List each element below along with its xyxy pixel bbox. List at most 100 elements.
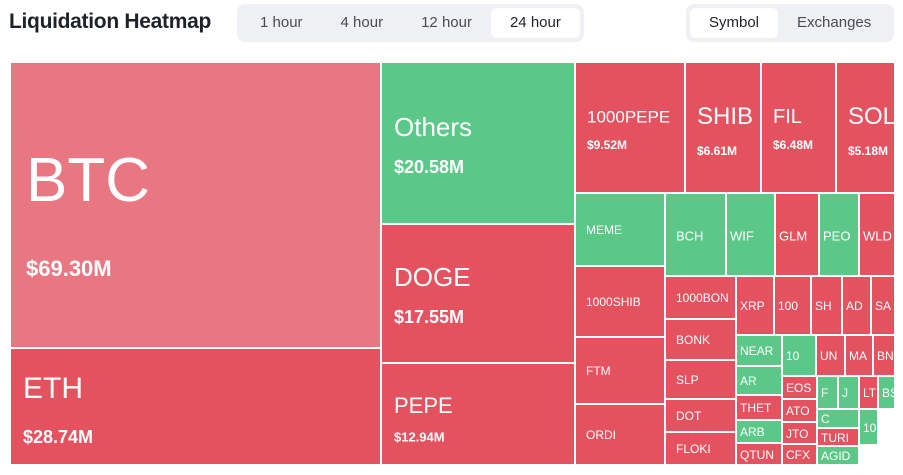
tile-label: NEAR <box>740 344 774 358</box>
treemap-tile[interactable]: FIL $6.48M <box>761 62 836 193</box>
view-tab[interactable]: Exchanges <box>797 14 872 31</box>
treemap-tile[interactable]: XRP <box>736 276 774 335</box>
treemap-tile[interactable]: PEO <box>819 193 859 276</box>
tile-label: 1000SHIB <box>586 295 641 309</box>
tile-label: ORDI <box>586 428 616 442</box>
treemap-tile[interactable]: BCH <box>665 193 726 276</box>
tile-label: BN <box>877 349 894 363</box>
treemap-tile[interactable]: SA <box>871 276 895 335</box>
tile-label: AGID <box>821 449 851 463</box>
timeframe-tab[interactable]: 4 hour <box>340 14 384 31</box>
tile-label: C <box>821 412 830 426</box>
treemap-tile[interactable]: SHIB $6.61M <box>685 62 761 193</box>
treemap-tile[interactable]: DOGE $17.55M <box>381 224 575 363</box>
treemap-tile[interactable]: 1000PEPE $9.52M <box>575 62 685 193</box>
treemap-tile[interactable]: SLP <box>665 360 736 399</box>
tile-label: UN <box>820 349 838 363</box>
tile-label: FIL <box>773 106 802 128</box>
tile-value: $5.18M <box>848 144 889 158</box>
tile-label: FTM <box>586 364 611 378</box>
tile-label: PEO <box>823 228 851 244</box>
treemap-tile[interactable]: 1000 <box>859 409 878 445</box>
tile-label: BCH <box>676 228 704 244</box>
tile-label: TURI <box>821 431 849 445</box>
treemap-tile[interactable]: CFX <box>782 444 817 465</box>
treemap-tile[interactable]: SH <box>811 276 842 335</box>
timeframe-tab[interactable]: 1 hour <box>260 14 303 31</box>
tile-label: CFX <box>786 448 810 462</box>
timeframe-tab[interactable]: 12 hour <box>421 14 472 31</box>
treemap-tile[interactable]: SOL $5.18M <box>836 62 895 193</box>
treemap-tile[interactable]: 100 <box>774 276 811 335</box>
tile-value: $9.52M <box>587 138 628 152</box>
tile-label: FLOKI <box>676 442 711 456</box>
treemap-tile[interactable]: ATO <box>782 399 817 422</box>
treemap-tile[interactable]: BONK <box>665 319 736 360</box>
treemap-tile[interactable]: FLOKI <box>665 432 736 465</box>
treemap-tile[interactable]: NEAR <box>736 335 782 366</box>
treemap-tile[interactable]: LT <box>859 376 878 409</box>
tile-label: MA <box>849 349 867 363</box>
tile-label: AD <box>846 299 863 313</box>
treemap-tile[interactable]: MEME <box>575 193 665 266</box>
treemap-tile[interactable]: FTM <box>575 337 665 404</box>
treemap-tile[interactable]: AD <box>842 276 871 335</box>
treemap-tile[interactable]: BN <box>873 335 895 376</box>
tile-label: GLM <box>779 228 808 244</box>
tile-label: DOT <box>676 409 702 423</box>
page-title: Liquidation Heatmap <box>9 10 211 33</box>
treemap-tile[interactable]: MA <box>845 335 873 376</box>
treemap-tile[interactable]: ORDI <box>575 404 665 465</box>
tile-label: ARB <box>740 425 765 439</box>
treemap-tile[interactable]: AGID <box>817 446 859 465</box>
tile-value: $17.55M <box>394 307 465 327</box>
treemap-tile[interactable]: TURI <box>817 428 859 446</box>
treemap-tile[interactable]: PEPE $12.94M <box>381 363 575 465</box>
timeframe-tab[interactable]: 24 hour <box>490 8 580 38</box>
tile-label: 100 <box>778 299 799 313</box>
view-tab[interactable]: Symbol <box>690 8 779 38</box>
tile-label: F <box>821 386 829 400</box>
tile-label: LT <box>863 386 877 400</box>
tile-label: SHIB <box>697 103 754 130</box>
treemap-tile[interactable]: EOS <box>782 376 817 399</box>
treemap-tile[interactable]: BSV <box>878 376 895 409</box>
treemap-tile[interactable]: BTC $69.30M <box>10 62 381 348</box>
treemap-tile[interactable]: QTUN <box>736 443 782 465</box>
treemap-tile[interactable]: J <box>838 376 859 409</box>
tile-label: 1000PEPE <box>587 107 671 127</box>
treemap-tile[interactable]: 1000SHIB <box>575 266 665 337</box>
view-tabs: Symbol Exchanges <box>686 4 895 42</box>
tile-value: $6.48M <box>773 138 814 152</box>
tile-label: XRP <box>740 299 765 313</box>
treemap-tile[interactable]: WIF <box>726 193 775 276</box>
tile-label: 1000 <box>863 421 877 435</box>
treemap-tile[interactable]: UN <box>816 335 845 376</box>
treemap-tile[interactable]: C <box>817 409 859 428</box>
tile-label: BSV <box>882 386 894 400</box>
tile-label: EOS <box>786 381 812 395</box>
tile-label: 10 <box>786 349 800 363</box>
tile-label: JTO <box>786 427 809 441</box>
tile-label: SOL <box>848 103 895 130</box>
treemap-tile[interactable]: ETH $28.74M <box>10 348 381 465</box>
treemap-tile[interactable]: 1000BON <box>665 276 736 319</box>
treemap-tile[interactable]: WLD <box>859 193 895 276</box>
treemap-tile[interactable]: THET <box>736 395 782 420</box>
tile-label: SLP <box>676 373 699 387</box>
tile-label: AR <box>740 374 757 388</box>
tile-label: DOGE <box>394 262 471 292</box>
treemap-tile[interactable]: GLM <box>775 193 819 276</box>
treemap-tile[interactable]: ARB <box>736 420 782 443</box>
treemap-tile[interactable]: F <box>817 376 838 409</box>
treemap-tile[interactable]: AR <box>736 366 782 395</box>
treemap-tile[interactable]: Others $20.58M <box>381 62 575 224</box>
treemap-tile[interactable]: DOT <box>665 399 736 432</box>
tile-value: $12.94M <box>394 429 445 445</box>
tile-label: BTC <box>26 146 150 215</box>
treemap-tile[interactable]: JTO <box>782 422 817 444</box>
tile-label: 1000BON <box>676 291 729 305</box>
treemap-tile[interactable]: 10 <box>782 335 816 376</box>
tile-label: ETH <box>23 372 83 405</box>
